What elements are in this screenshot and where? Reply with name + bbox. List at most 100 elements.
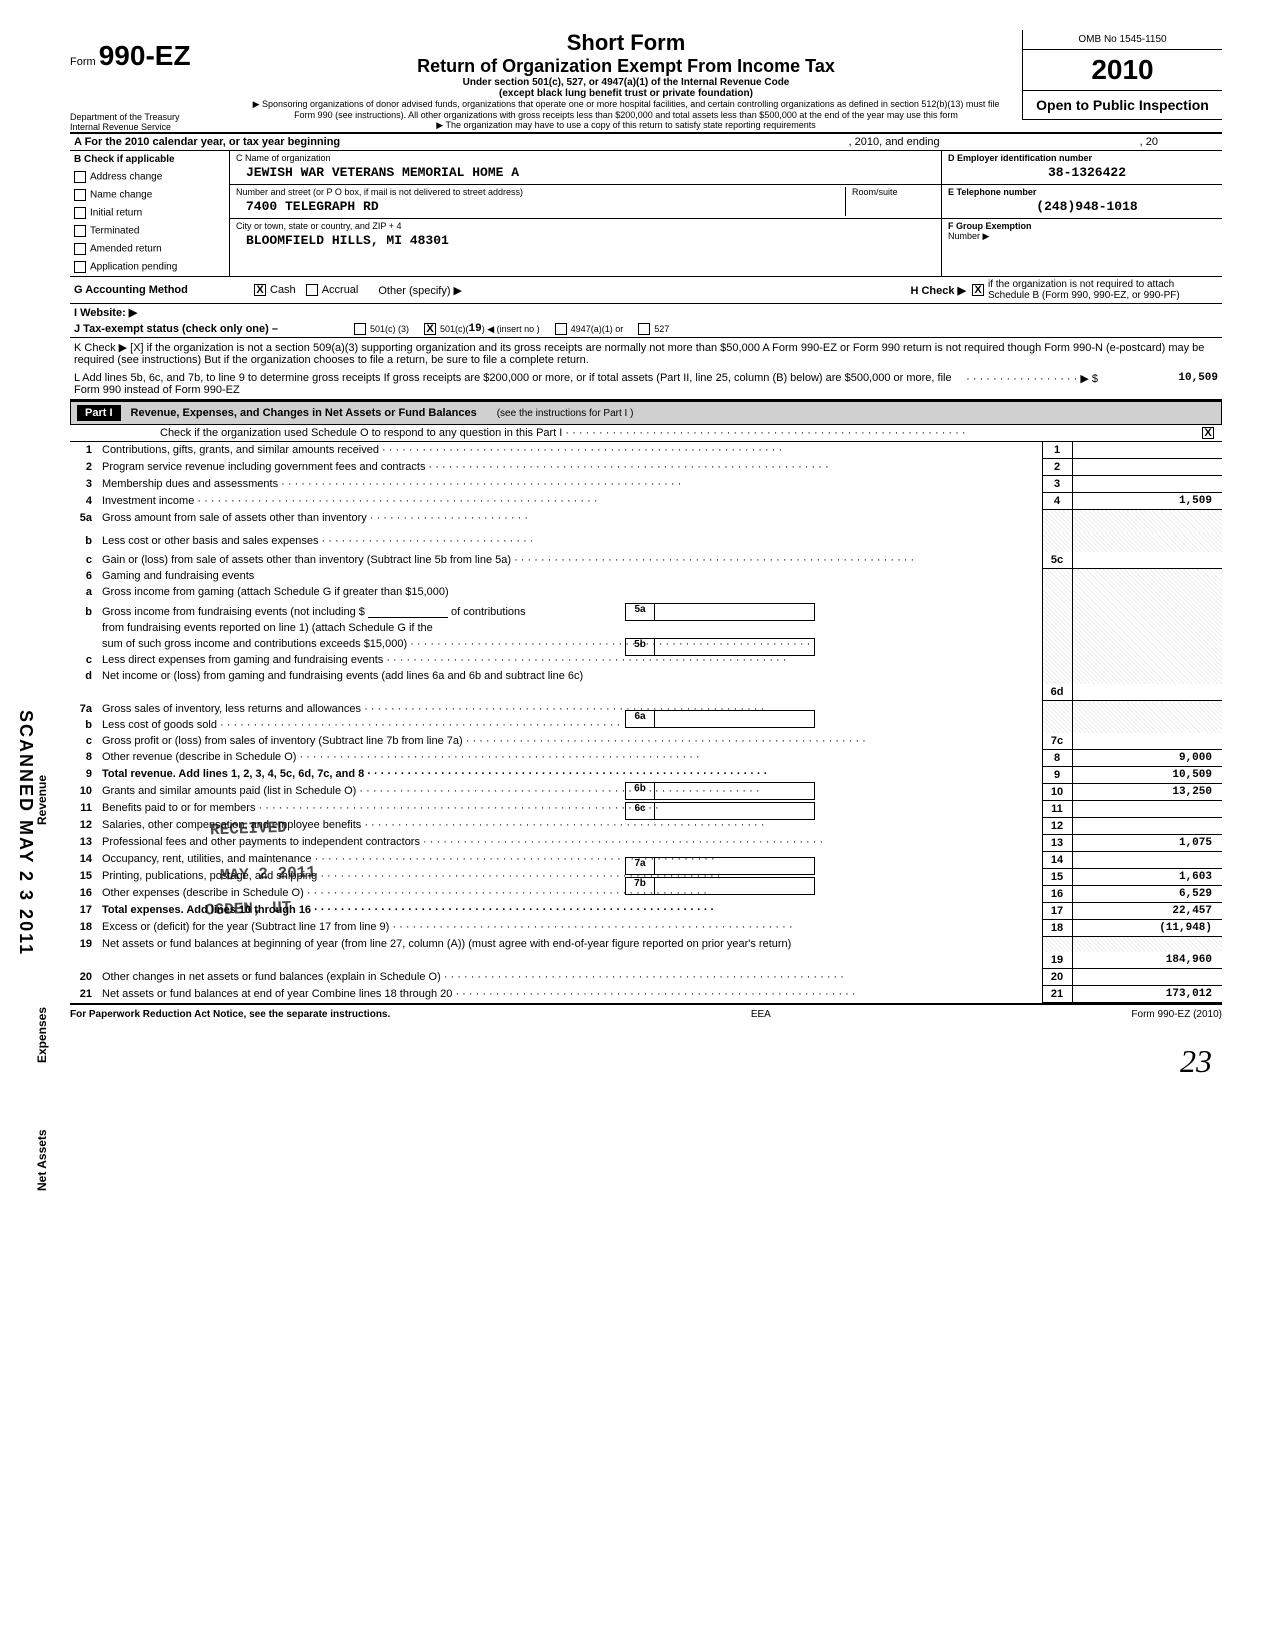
H-text: if the organization is not required to a… xyxy=(988,279,1218,301)
inset-7a: 7a xyxy=(625,857,815,875)
line21: Net assets or fund balances at end of ye… xyxy=(98,986,1042,1003)
line4: Investment income xyxy=(98,493,1042,510)
val16: 6,529 xyxy=(1072,885,1222,902)
check-terminated[interactable]: Terminated xyxy=(70,222,229,240)
stamp-date: MAY 2 2011 xyxy=(220,863,317,884)
check-accrual[interactable] xyxy=(306,284,318,296)
part1-label: Part I xyxy=(77,405,121,421)
irs-label: Internal Revenue Service xyxy=(70,122,230,132)
line7c: Gross profit or (loss) from sales of inv… xyxy=(98,733,1042,750)
open-to-public: Open to Public Inspection xyxy=(1022,91,1222,120)
check-4947[interactable] xyxy=(555,323,567,335)
check-amended[interactable]: Amended return xyxy=(70,240,229,258)
form-label-column: Form 990-EZ Department of the Treasury I… xyxy=(70,30,230,132)
L-dots: · · · · · · · · · · · · · · · · · ▶ $ xyxy=(966,373,1098,385)
B-header: B Check if applicable xyxy=(70,151,229,168)
check-501c3[interactable] xyxy=(354,323,366,335)
line5b: Less cost or other basis and sales expen… xyxy=(102,535,532,547)
row-A-label: A For the 2010 calendar year, or tax yea… xyxy=(74,136,340,148)
part1-header: Part I Revenue, Expenses, and Changes in… xyxy=(70,401,1222,425)
L-text: L Add lines 5b, 6c, and 7b, to line 9 to… xyxy=(74,372,954,396)
line6b-pre: Gross income from fundraising events (no… xyxy=(102,606,365,618)
side-revenue: Revenue xyxy=(35,680,49,920)
check-cash[interactable]: X xyxy=(254,284,266,296)
part1-check-text: Check if the organization used Schedule … xyxy=(160,427,1202,439)
row-A-end: , 20 xyxy=(1140,136,1158,148)
title-return: Return of Organization Exempt From Incom… xyxy=(230,56,1022,77)
check-name-change[interactable]: Name change xyxy=(70,186,229,204)
column-B: B Check if applicable Address change Nam… xyxy=(70,151,230,276)
handwritten-page-number: 23 xyxy=(1180,1043,1212,1080)
line6b3: sum of such gross income and contributio… xyxy=(98,636,1042,652)
val21: 173,012 xyxy=(1072,986,1222,1003)
footer-left: For Paperwork Reduction Act Notice, see … xyxy=(70,1009,390,1020)
line6b2: from fundraising events reported on line… xyxy=(98,620,1042,636)
line20: Other changes in net assets or fund bala… xyxy=(98,969,1042,986)
dept-treasury: Department of the Treasury xyxy=(70,112,230,122)
J-insert-no: 19 xyxy=(469,323,482,335)
check-H[interactable]: X xyxy=(972,284,984,296)
val9: 10,509 xyxy=(1072,766,1222,783)
part1-check-row: Check if the organization used Schedule … xyxy=(70,425,1222,442)
C-city-label: City or town, state or country, and ZIP … xyxy=(236,221,935,231)
inset-5b: 5b xyxy=(625,638,815,656)
line7a: Gross sales of inventory, less returns a… xyxy=(98,701,1042,717)
K-text: K Check ▶ [X] if the organization is not… xyxy=(74,342,1204,366)
inset-7b: 7b xyxy=(625,877,815,895)
line7b: Less cost of goods sold xyxy=(98,717,1042,733)
check-527[interactable] xyxy=(638,323,650,335)
line10: Grants and similar amounts paid (list in… xyxy=(98,783,1042,800)
G-label: G Accounting Method xyxy=(74,284,254,296)
val4: 1,509 xyxy=(1072,493,1222,510)
header: Form 990-EZ Department of the Treasury I… xyxy=(70,30,1222,132)
line9: Total revenue. Add lines 1, 2, 3, 4, 5c,… xyxy=(98,766,1042,783)
phone-value: (248)948-1018 xyxy=(948,197,1216,216)
line6a: Gross income from gaming (attach Schedul… xyxy=(98,584,1042,600)
row-A: A For the 2010 calendar year, or tax yea… xyxy=(70,132,1222,151)
line5c: Gain or (loss) from sale of assets other… xyxy=(98,552,1042,569)
val19: 184,960 xyxy=(1072,952,1222,969)
inset-6b: 6b xyxy=(625,782,815,800)
inset-6a: 6a xyxy=(625,710,815,728)
row-A-mid: , 2010, and ending xyxy=(849,136,940,148)
line1: Contributions, gifts, grants, and simila… xyxy=(98,442,1042,459)
val18: (11,948) xyxy=(1072,919,1222,936)
check-initial-return[interactable]: Initial return xyxy=(70,204,229,222)
C-addr-label: Number and street (or P O box, if mail i… xyxy=(236,187,845,197)
J-label: J Tax-exempt status (check only one) – xyxy=(74,323,354,335)
side-netassets: Net Assets xyxy=(35,1115,49,1205)
F-label2: Number ▶ xyxy=(948,231,1216,242)
check-501c[interactable]: X xyxy=(424,323,436,335)
footer-mid: EEA xyxy=(751,1009,771,1020)
line11: Benefits paid to or for members xyxy=(98,800,1042,817)
line6c: Less direct expenses from gaming and fun… xyxy=(98,652,1042,668)
omb-number: OMB No 1545-1150 xyxy=(1022,30,1222,50)
check-address-change[interactable]: Address change xyxy=(70,168,229,186)
subtitle-code: Under section 501(c), 527, or 4947(a)(1)… xyxy=(230,77,1022,88)
val10: 13,250 xyxy=(1072,783,1222,800)
E-label: E Telephone number xyxy=(948,187,1216,197)
subtitle-except: (except black lung benefit trust or priv… xyxy=(230,88,1022,99)
ein-value: 38-1326422 xyxy=(948,163,1216,182)
val8: 9,000 xyxy=(1072,749,1222,766)
side-expenses: Expenses xyxy=(35,970,49,1100)
stamp-ogden: OGDEN, UT xyxy=(205,898,292,919)
org-city: BLOOMFIELD HILLS, MI 48301 xyxy=(236,231,935,250)
stamp-received: RECEIVED xyxy=(210,819,287,840)
line2: Program service revenue including govern… xyxy=(98,459,1042,476)
val17: 22,457 xyxy=(1072,902,1222,919)
title-short-form: Short Form xyxy=(230,30,1022,56)
room-label: Room/suite xyxy=(852,187,935,197)
check-application-pending[interactable]: Application pending xyxy=(70,258,229,276)
org-name: JEWISH WAR VETERANS MEMORIAL HOME A xyxy=(236,163,935,182)
column-C: C Name of organization JEWISH WAR VETERA… xyxy=(230,151,942,276)
part1-note: (see the instructions for Part I ) xyxy=(497,408,634,419)
line6b-mid: of contributions xyxy=(451,606,526,618)
check-schedule-O[interactable]: X xyxy=(1202,427,1214,439)
G-other: Other (specify) ▶ xyxy=(378,284,462,297)
I-label: I Website: ▶ xyxy=(74,306,137,319)
form-page: Form 990-EZ Department of the Treasury I… xyxy=(70,30,1222,1020)
footer: For Paperwork Reduction Act Notice, see … xyxy=(70,1003,1222,1020)
form-number: 990-EZ xyxy=(99,40,191,71)
row-K: K Check ▶ [X] if the organization is not… xyxy=(70,338,1222,369)
